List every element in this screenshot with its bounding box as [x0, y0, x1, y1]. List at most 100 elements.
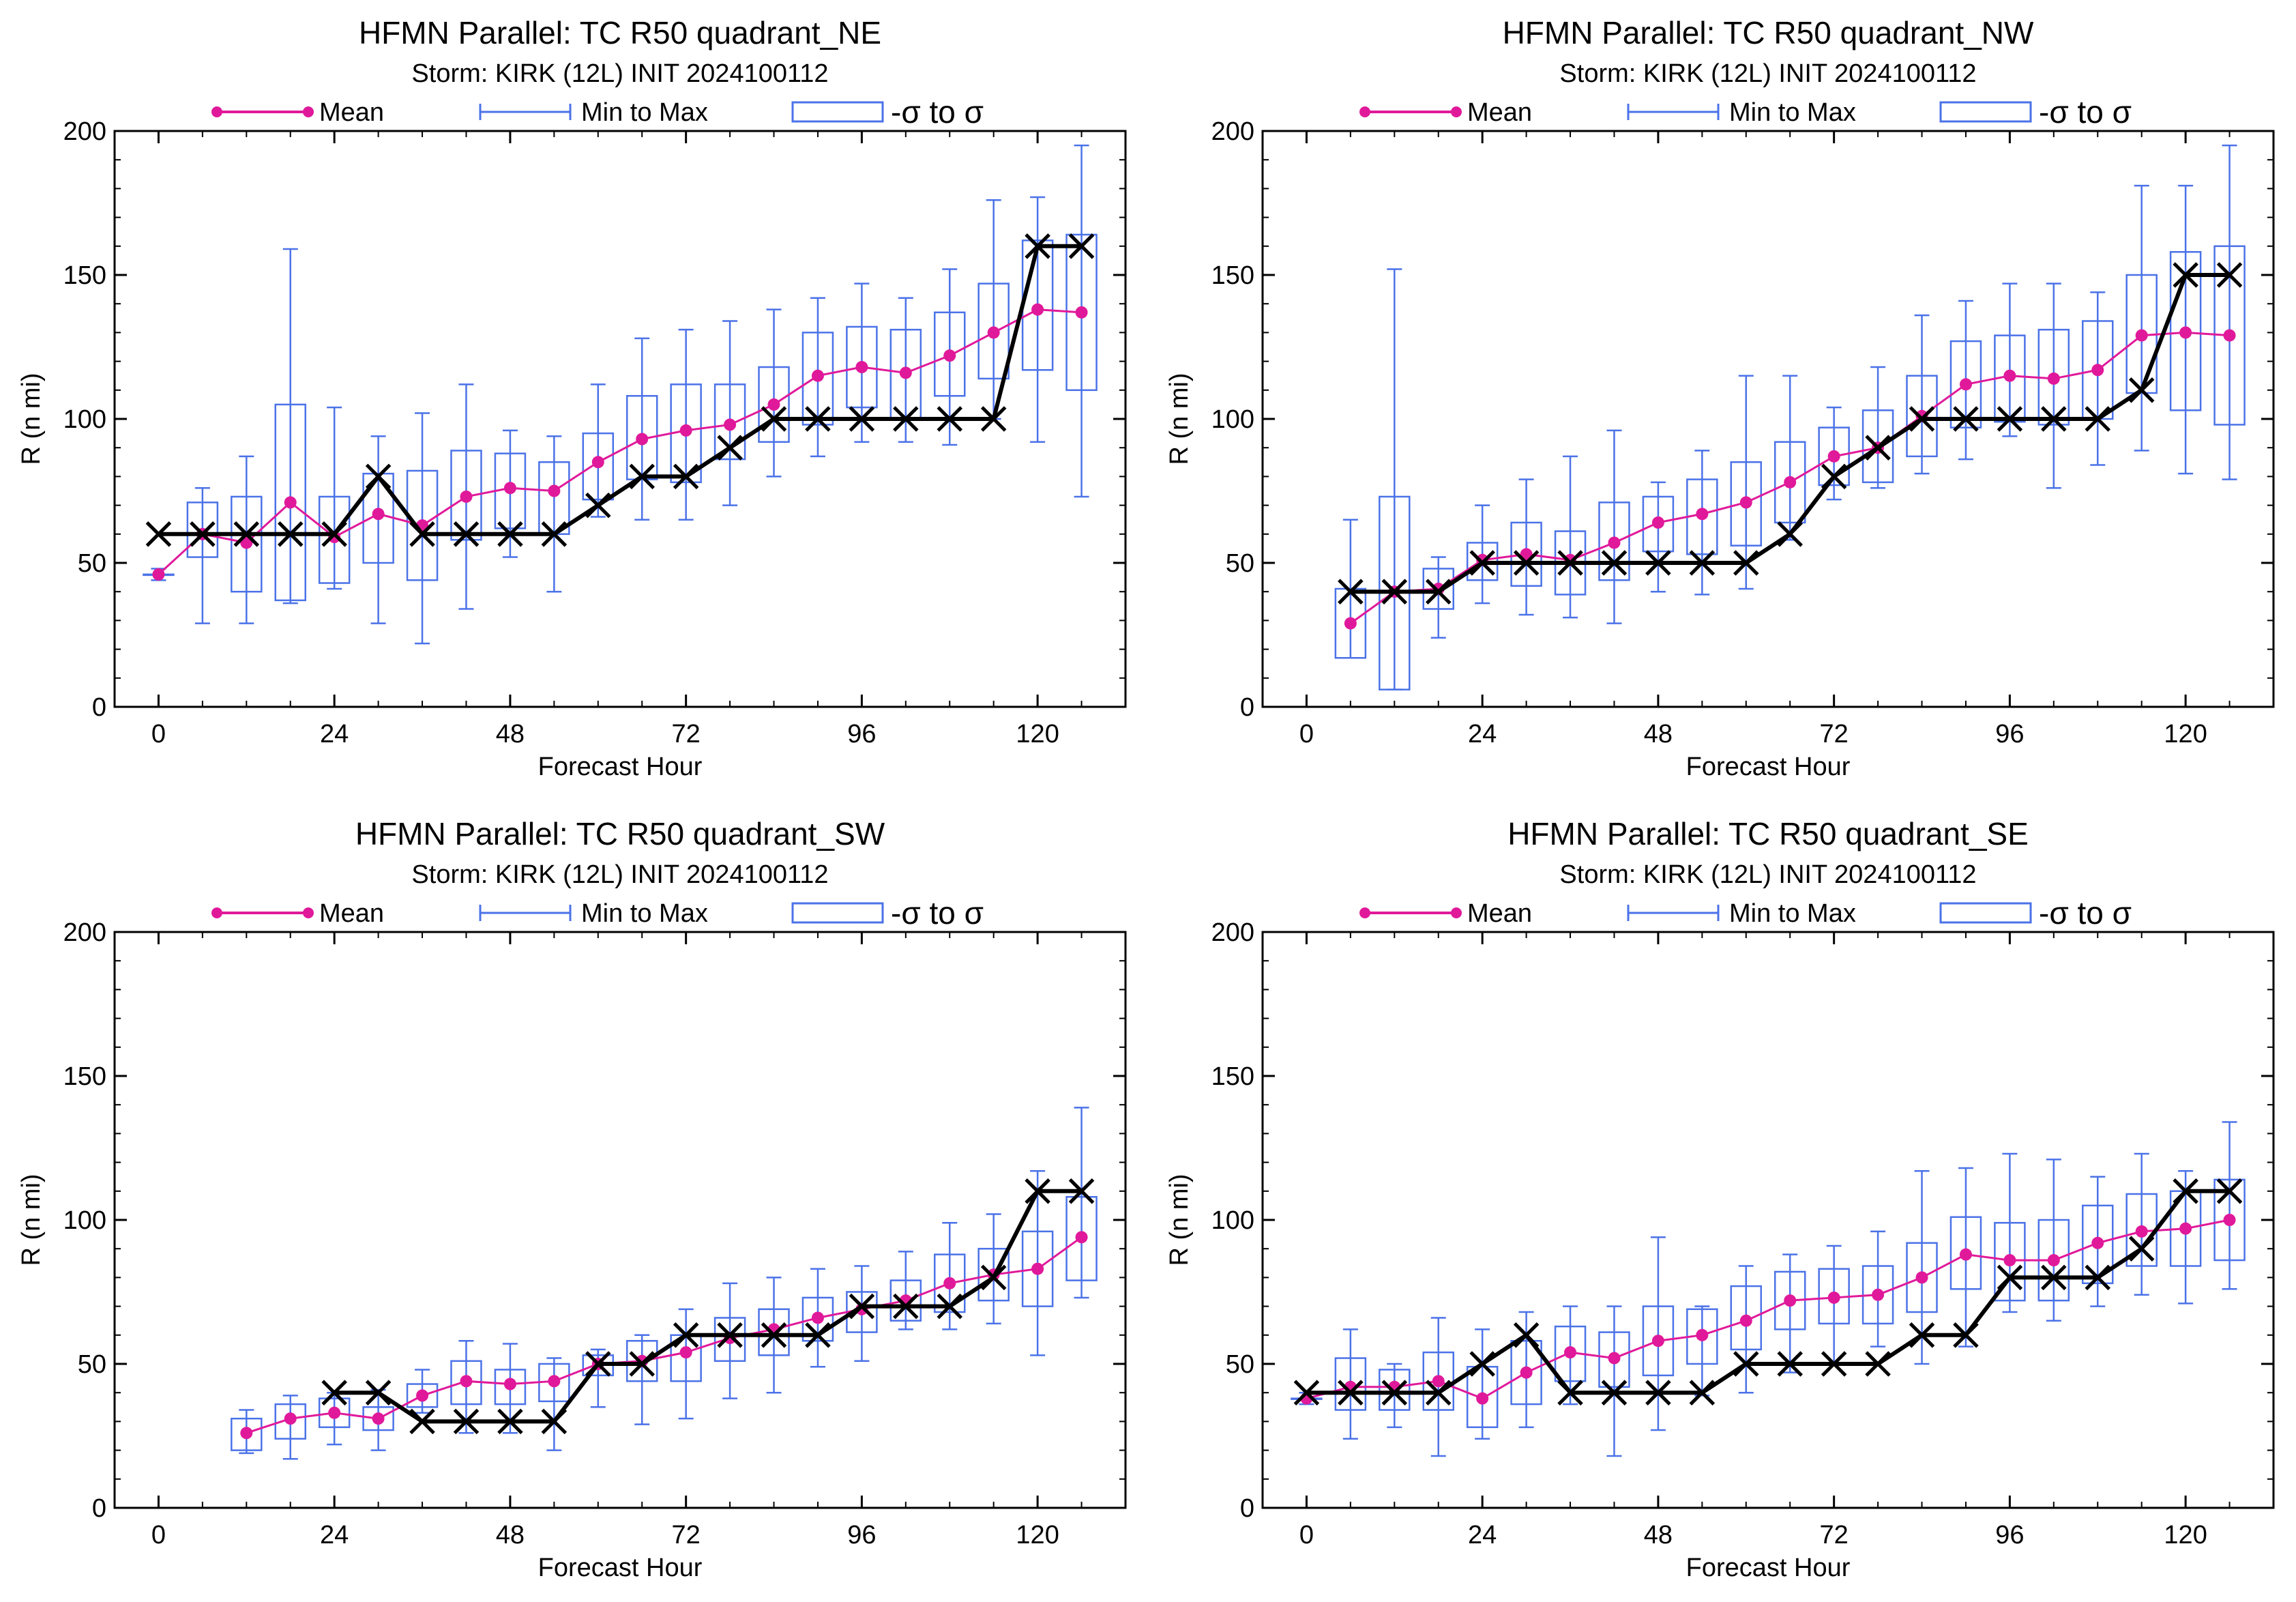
- best-track-marker: [980, 406, 1007, 432]
- legend-sigma-box: [1939, 101, 2032, 123]
- mean-point: [460, 1375, 473, 1388]
- x-tick-label: 0: [1299, 1521, 1314, 1549]
- best-track-marker: [541, 521, 568, 547]
- chart-panel-nw: HFMN Parallel: TC R50 quadrant_NW Storm: …: [1148, 0, 2296, 801]
- x-tick-label: 96: [1995, 1521, 2024, 1549]
- best-track-marker: [2173, 1178, 2198, 1204]
- best-track-marker: [497, 521, 523, 547]
- chart-svg: HFMN Parallel: TC R50 quadrant_NE Storm: …: [17, 15, 1127, 781]
- best-track-marker: [585, 1351, 611, 1377]
- x-tick-label: 120: [1016, 720, 1059, 748]
- best-track-marker: [1338, 1380, 1364, 1406]
- sigma-box: [1065, 1195, 1098, 1281]
- best-track-marker: [1645, 550, 1671, 576]
- best-track-marker: [1601, 1380, 1628, 1406]
- mean-point: [679, 1346, 692, 1359]
- mean-point: [372, 508, 385, 521]
- best-track-marker: [849, 406, 875, 432]
- mean-line: [158, 308, 1082, 575]
- x-tick-label: 48: [496, 1521, 525, 1549]
- sigma-box: [1861, 409, 1894, 484]
- sigma-box: [186, 501, 219, 558]
- best-track-marker: [1909, 406, 1935, 432]
- best-track-marker: [1777, 1351, 1803, 1377]
- legend-minmax-label: Min to Max: [581, 98, 708, 127]
- mean-point: [1608, 1352, 1621, 1365]
- y-tick-label: 50: [1226, 1350, 1254, 1379]
- sigma-box: [1021, 1230, 1054, 1307]
- mean-point: [1959, 378, 1972, 391]
- plot-frame: [1261, 931, 2275, 1509]
- sigma-box: [1466, 1365, 1499, 1429]
- best-track-marker: [2128, 377, 2155, 403]
- sigma-box: [977, 1247, 1010, 1302]
- mean-point: [2135, 329, 2148, 342]
- sigma-box: [1949, 340, 1982, 428]
- sigma-box: [889, 1279, 922, 1322]
- sigma-box: [801, 332, 834, 426]
- x-tick-label: 72: [672, 720, 701, 748]
- sigma-box: [1642, 1305, 1675, 1377]
- best-track-marker: [2041, 406, 2067, 432]
- sigma-box: [274, 1403, 306, 1440]
- x-axis-label: Forecast Hour: [1686, 753, 1851, 781]
- y-axis-label: R (n mi): [17, 373, 46, 465]
- mean-point: [1696, 508, 1709, 521]
- best-track-marker: [145, 521, 172, 547]
- y-tick-label: 200: [1211, 918, 1254, 947]
- y-tick-label: 0: [92, 1494, 106, 1523]
- best-track-marker: [805, 1322, 831, 1348]
- x-tick-label: 96: [1995, 720, 2024, 748]
- x-tick-label: 72: [1820, 720, 1849, 748]
- x-tick-label: 96: [847, 1521, 876, 1549]
- best-track-marker: [541, 1408, 568, 1435]
- legend-mean-label: Mean: [1467, 98, 1532, 127]
- x-tick-label: 0: [1299, 720, 1314, 748]
- sigma-box: [1379, 1369, 1411, 1411]
- sigma-box: [1334, 587, 1367, 659]
- mean-point: [767, 398, 780, 411]
- axes: 0 50 100 150 200 0 24 48 72 96 120: [1211, 918, 2274, 1549]
- best-track-marker: [321, 521, 347, 547]
- chart-title: HFMN Parallel: TC R50 quadrant_SE: [1507, 816, 2029, 851]
- legend-mean-marker: [1451, 106, 1462, 117]
- sigma-box: [231, 495, 263, 593]
- legend-minmax-label: Min to Max: [581, 899, 708, 928]
- legend-mean-marker: [1359, 907, 1370, 918]
- legend-sigma-box: [1939, 902, 2032, 924]
- sigma-box: [1773, 441, 1806, 524]
- x-tick-label: 24: [1468, 720, 1497, 748]
- best-track-marker: [365, 1380, 392, 1406]
- sigma-box: [713, 1317, 746, 1363]
- mean-point: [1075, 1231, 1088, 1244]
- best-track-marker: [937, 1293, 963, 1320]
- sigma-box: [713, 383, 746, 461]
- legend-sigma-label: -σ to σ: [891, 94, 984, 130]
- x-tick-label: 48: [1644, 720, 1673, 748]
- mean-point: [548, 1375, 561, 1388]
- best-track-line: [158, 244, 1082, 536]
- sigma-box: [406, 469, 439, 581]
- x-tick-label: 24: [320, 720, 349, 748]
- best-track-marker: [1953, 1322, 1979, 1348]
- y-tick-label: 100: [1211, 405, 1254, 434]
- mean-point: [1344, 617, 1357, 630]
- mean-point: [284, 1412, 297, 1425]
- x-tick-label: 120: [2164, 1521, 2207, 1549]
- mean-point: [1520, 548, 1533, 561]
- x-tick-label: 120: [1016, 1521, 1059, 1549]
- best-track-marker: [2085, 1264, 2111, 1291]
- mean-point: [152, 568, 165, 581]
- x-axis-label: Forecast Hour: [538, 1554, 703, 1582]
- sigma-box: [494, 1369, 527, 1406]
- mean-point: [416, 1389, 429, 1402]
- sigma-box: [362, 1406, 394, 1431]
- x-tick-label: 0: [151, 720, 166, 748]
- best-track-marker: [893, 1293, 919, 1320]
- x-axis-label: Forecast Hour: [538, 753, 703, 781]
- sigma-box: [977, 282, 1010, 380]
- best-track-marker: [2128, 1236, 2155, 1262]
- legend: Mean Min to Max -σ to σ: [211, 94, 984, 130]
- chart-panel-se: HFMN Parallel: TC R50 quadrant_SE Storm: …: [1148, 801, 2296, 1602]
- best-track-marker: [717, 1322, 743, 1348]
